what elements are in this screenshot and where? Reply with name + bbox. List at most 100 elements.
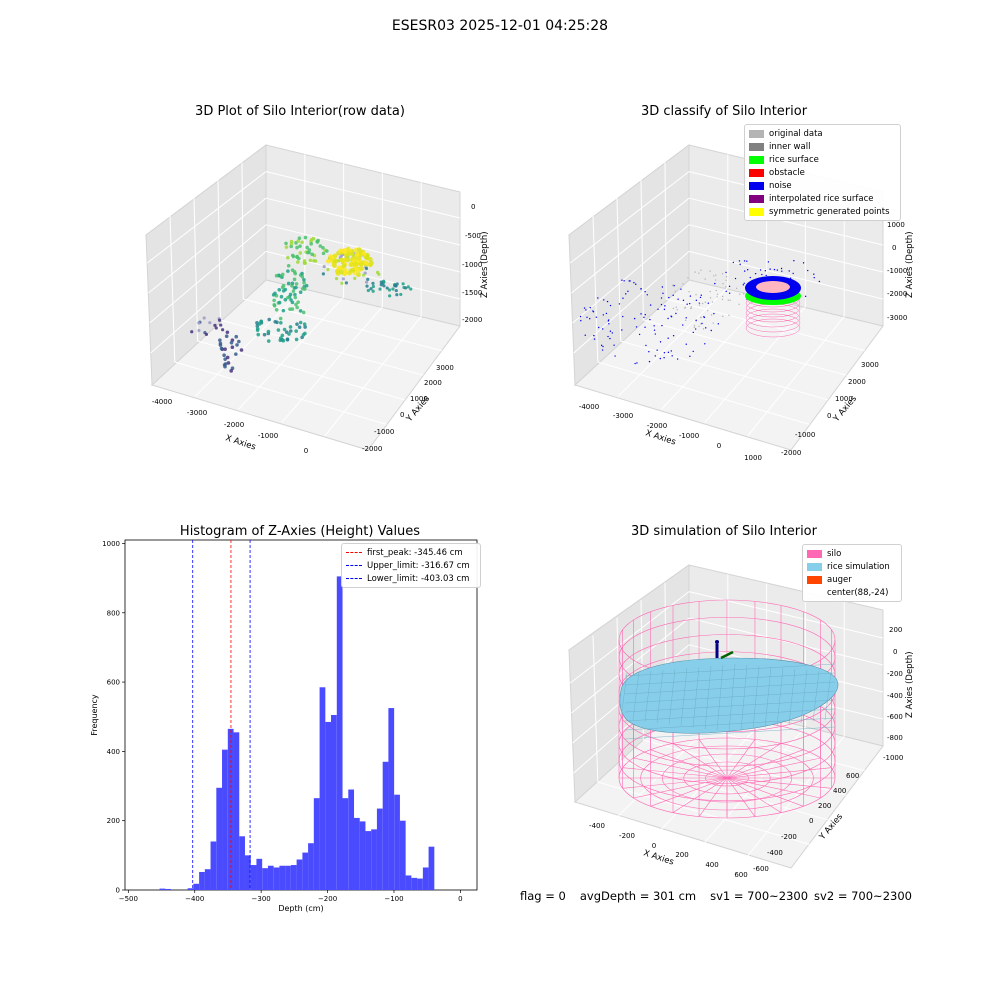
point (237, 339, 241, 344)
silo-spoke (622, 777, 728, 789)
gridline (597, 361, 810, 425)
rice-mesh-line (624, 681, 836, 695)
point (699, 296, 702, 299)
simulation-ztick-6: -1000 (883, 754, 903, 762)
raw-xtick-0: -4000 (152, 398, 172, 406)
point (289, 239, 294, 244)
point (607, 335, 609, 338)
point (682, 283, 684, 285)
point (739, 293, 741, 296)
point (235, 343, 239, 347)
classify-gridlines (569, 154, 884, 437)
raw-3d-plot: -4000 -3000 -2000 -1000 0 X Axies 3000 2… (144, 144, 490, 455)
point (670, 316, 673, 318)
point (634, 362, 636, 365)
point (700, 269, 702, 271)
simulation-ytick-5: -400 (767, 849, 783, 857)
point (239, 348, 244, 352)
point (646, 294, 648, 296)
simulation-3d-plot: -400 -200 0 200 400 600 X Axies 600 400 … (567, 564, 915, 879)
point (672, 294, 674, 297)
point (728, 314, 730, 317)
point (293, 292, 297, 297)
point (361, 251, 367, 257)
point (743, 270, 746, 272)
point (593, 338, 596, 340)
legend-label: Lower_limit: -403.03 cm (367, 573, 470, 584)
histogram-bar (405, 875, 412, 890)
point (321, 272, 325, 276)
histogram-bar (216, 787, 223, 890)
gridline (572, 224, 690, 324)
point (667, 337, 669, 339)
histogram-bar (210, 841, 217, 890)
simulation-xtick-5: 600 (734, 871, 747, 879)
x-tick-label: −100 (384, 895, 403, 903)
point (700, 294, 702, 296)
raw-ytick-4: -1000 (374, 428, 394, 436)
point (305, 245, 309, 250)
point (622, 297, 624, 299)
point (607, 320, 610, 322)
point (284, 245, 289, 249)
point (401, 282, 405, 286)
point (695, 299, 698, 302)
point (303, 235, 308, 240)
simulation-ytick-3: 0 (809, 817, 813, 825)
gridline (169, 215, 176, 363)
status-line: flag = 0 avgDepth = 301 cm sv1 = 700~2300 s… (520, 889, 926, 903)
point (700, 316, 702, 319)
point (213, 323, 217, 327)
point (614, 355, 616, 357)
point (625, 293, 627, 295)
point (350, 267, 356, 273)
y-tick-label: 600 (107, 679, 120, 687)
point (298, 251, 303, 255)
point (688, 302, 691, 305)
simulation-ztick-4: -600 (887, 713, 903, 721)
histogram-bar (313, 798, 320, 890)
raw-xlabel: X Axies (224, 433, 257, 452)
gridline (149, 224, 267, 324)
point (223, 362, 228, 366)
point (281, 338, 286, 343)
legend-swatch (807, 589, 822, 597)
gridline (243, 298, 442, 352)
point (761, 273, 763, 276)
point (197, 321, 201, 325)
point (623, 280, 625, 282)
histogram-bar (382, 761, 389, 890)
classify-ytick-1: 2000 (848, 378, 866, 386)
legend-swatch (749, 142, 764, 151)
point (732, 261, 735, 264)
center-patch (756, 281, 790, 293)
silo-spoke (726, 777, 782, 813)
legend-label: center(88,-24) (827, 587, 889, 598)
point (585, 309, 587, 311)
point (297, 325, 302, 330)
point (275, 320, 279, 325)
legend-item-rice-simulation: rice simulation (807, 560, 897, 573)
point (621, 279, 623, 281)
point (274, 307, 279, 312)
rice-mesh-line (788, 668, 796, 725)
point (602, 314, 605, 316)
classify-xtick-5: 1000 (744, 454, 762, 462)
x-tick-label: −500 (119, 895, 138, 903)
simulation-ytick-6: -600 (753, 865, 769, 873)
point (802, 262, 805, 264)
histogram-bar (204, 869, 211, 890)
point (743, 260, 746, 262)
point (746, 260, 748, 262)
point (279, 294, 284, 299)
point (281, 289, 286, 293)
point (335, 268, 340, 274)
point (341, 263, 347, 269)
classify-xtick-3: -1000 (679, 432, 699, 440)
point (781, 270, 783, 272)
classify-ytick-3: 0 (827, 412, 831, 420)
sv1-text: sv1 = 700~2300 (710, 889, 809, 903)
point (754, 272, 757, 275)
raw-ztick-2: -1000 (462, 261, 482, 269)
silo-spoke (726, 749, 804, 779)
